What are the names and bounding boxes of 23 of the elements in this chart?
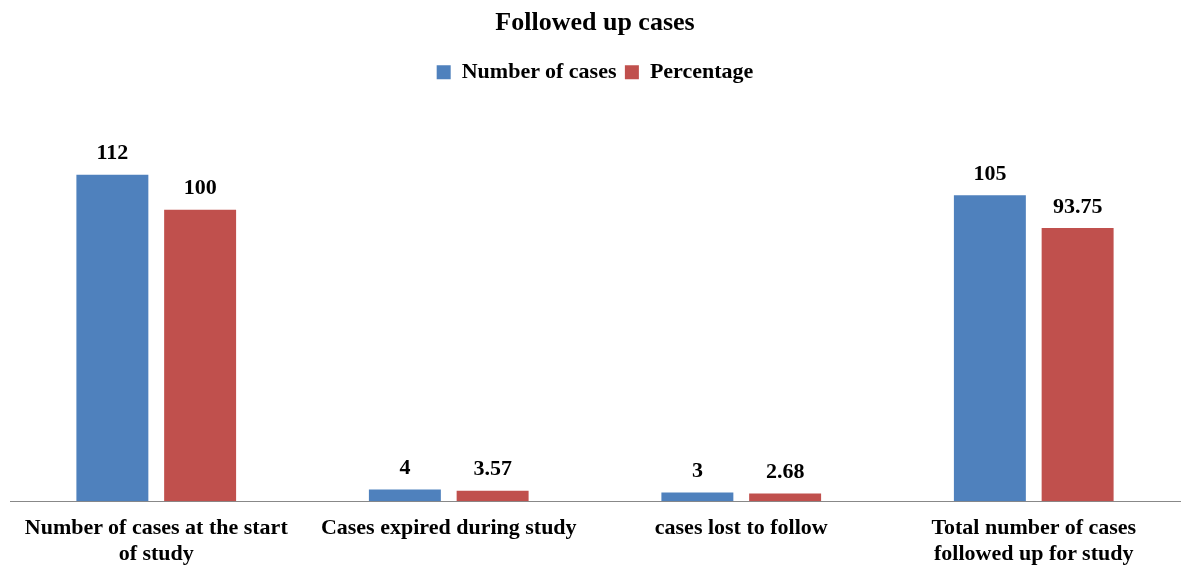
x-tick-label: cases lost to follow [654, 514, 828, 540]
data-label: 93.75 [1052, 192, 1103, 218]
bar [953, 195, 1026, 502]
bar [76, 174, 149, 502]
legend-label: Number of cases [461, 57, 617, 83]
bar [749, 493, 822, 502]
chart-title: Followed up cases [495, 7, 695, 37]
data-label: 3 [691, 457, 703, 483]
data-label: 2.68 [765, 458, 805, 484]
data-label: 100 [183, 174, 217, 200]
x-tick-label: Number of cases at the start of study [24, 514, 289, 566]
data-label: 112 [96, 139, 129, 165]
bar [661, 492, 734, 502]
x-tick-label: Total number of cases followed up for study [931, 514, 1137, 566]
bar [368, 489, 441, 502]
bar [456, 490, 529, 502]
data-label: 4 [399, 454, 411, 480]
data-label: 3.57 [473, 455, 512, 481]
bar [164, 209, 237, 502]
legend-label: Percentage [649, 57, 754, 83]
bar [1041, 227, 1114, 502]
data-label: 105 [973, 159, 1007, 185]
x-tick-label: Cases expired during study [320, 514, 577, 540]
